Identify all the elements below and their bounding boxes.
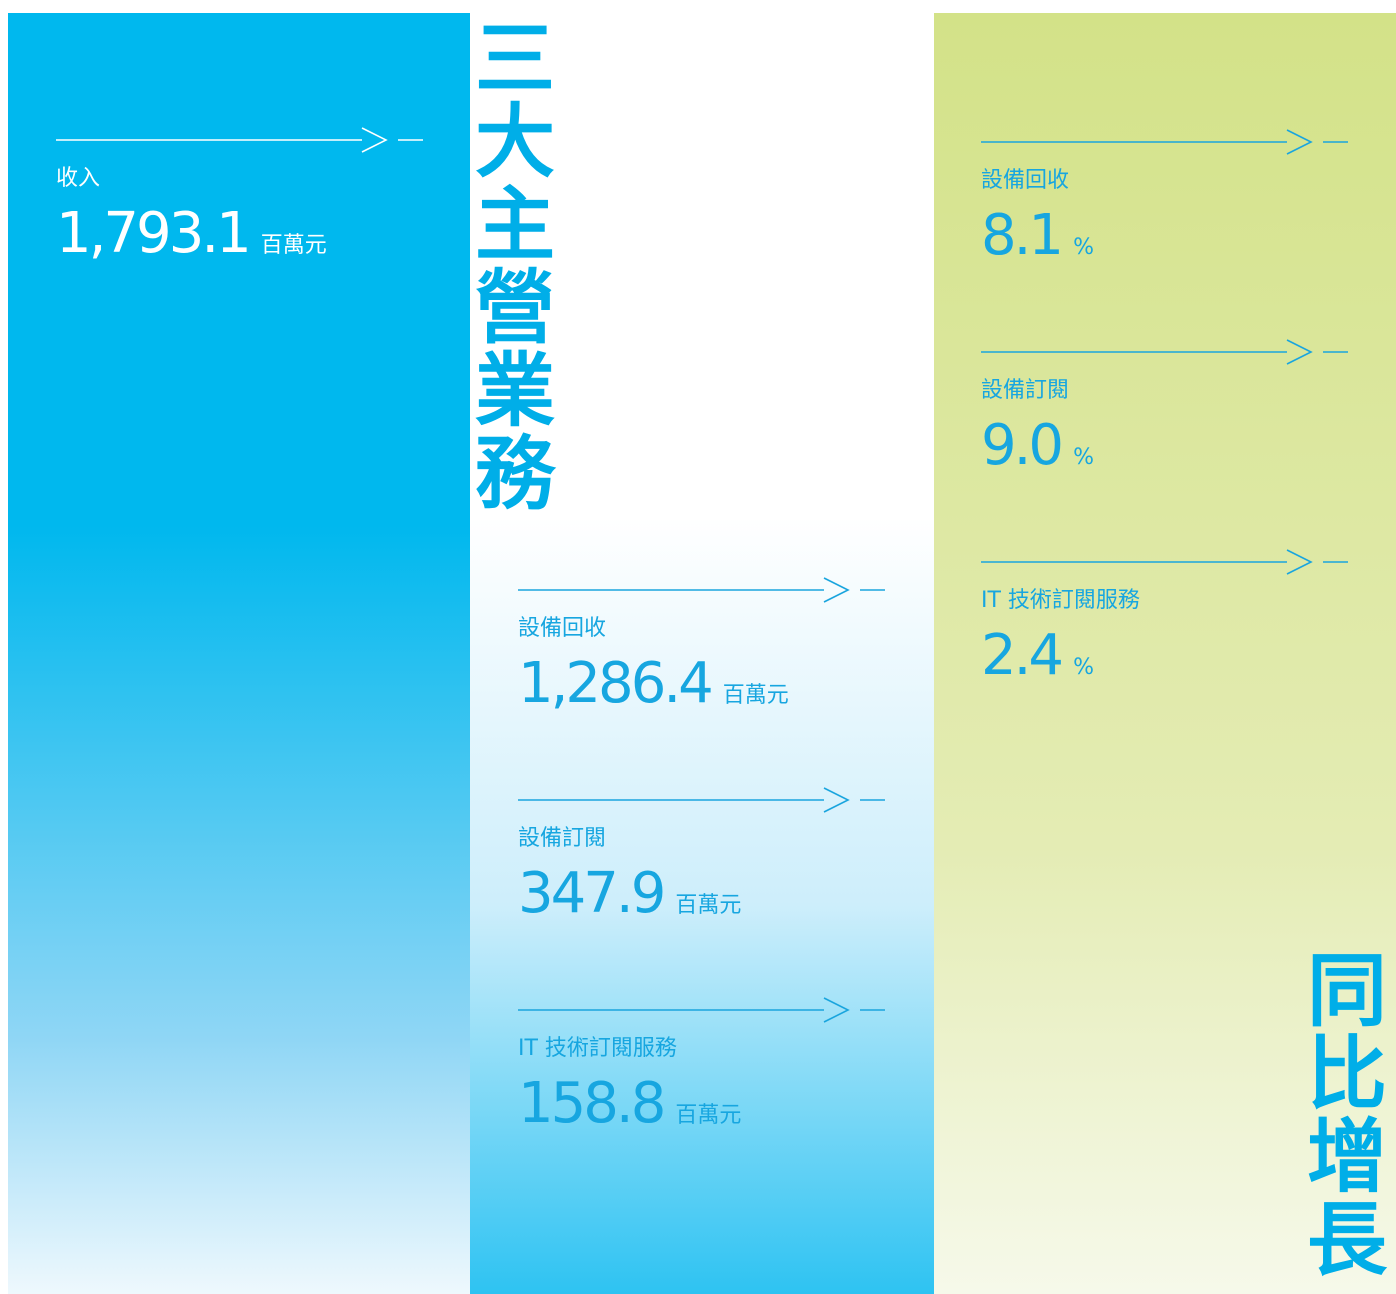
value: 158.8	[518, 1071, 666, 1136]
value: 347.9	[518, 861, 666, 926]
unit: 百萬元	[260, 233, 327, 258]
label: 設備回收	[981, 168, 1070, 193]
arrow	[981, 339, 1348, 365]
arrow	[981, 129, 1348, 155]
unit: %	[1073, 655, 1094, 680]
item: IT 技術訂閱服務 158.8 百萬元	[518, 996, 888, 1132]
growth-panel	[934, 13, 1396, 1294]
item: IT 技術訂閱服務 2.4%	[981, 548, 1351, 684]
arrow	[518, 577, 885, 603]
value-row: 347.9 百萬元	[518, 866, 888, 922]
value: 1,286.4	[518, 651, 714, 716]
value: 8.1	[981, 203, 1064, 268]
value: 9.0	[981, 413, 1064, 478]
value-row: 9.0%	[981, 418, 1351, 474]
value: 2.4	[981, 623, 1064, 688]
label: IT 技術訂閱服務	[981, 588, 1140, 613]
value-row: 8.1%	[981, 208, 1351, 264]
arrow	[56, 127, 423, 153]
arrow	[518, 787, 885, 813]
item: 設備訂閱 9.0%	[981, 338, 1351, 474]
unit: 百萬元	[675, 893, 742, 918]
value-row: 158.8 百萬元	[518, 1076, 888, 1132]
value-row: 2.4%	[981, 628, 1351, 684]
label: 設備訂閱	[981, 378, 1070, 403]
arrow	[518, 997, 885, 1023]
item: 設備回收 1,286.4 百萬元	[518, 576, 888, 712]
segments-panel	[470, 0, 934, 1294]
label: 收入	[56, 166, 101, 191]
item: 設備訂閱 347.9 百萬元	[518, 786, 888, 922]
segments-title: 三大主營業務	[462, 16, 555, 514]
unit: 百萬元	[722, 683, 789, 708]
arrow	[981, 549, 1348, 575]
label: 設備訂閱	[518, 826, 607, 851]
value: 1,793.1	[56, 201, 252, 266]
unit: 百萬元	[675, 1103, 742, 1128]
unit: %	[1073, 235, 1094, 260]
unit: %	[1073, 445, 1094, 470]
label: IT 技術訂閱服務	[518, 1036, 677, 1061]
revenue-panel	[8, 13, 470, 1294]
value-row: 1,793.1 百萬元	[56, 206, 426, 262]
item: 設備回收 8.1%	[981, 128, 1351, 264]
value-row: 1,286.4 百萬元	[518, 656, 888, 712]
label: 設備回收	[518, 616, 607, 641]
item: 收入 1,793.1 百萬元	[56, 126, 426, 262]
growth-title: 同比增長	[1294, 948, 1387, 1280]
